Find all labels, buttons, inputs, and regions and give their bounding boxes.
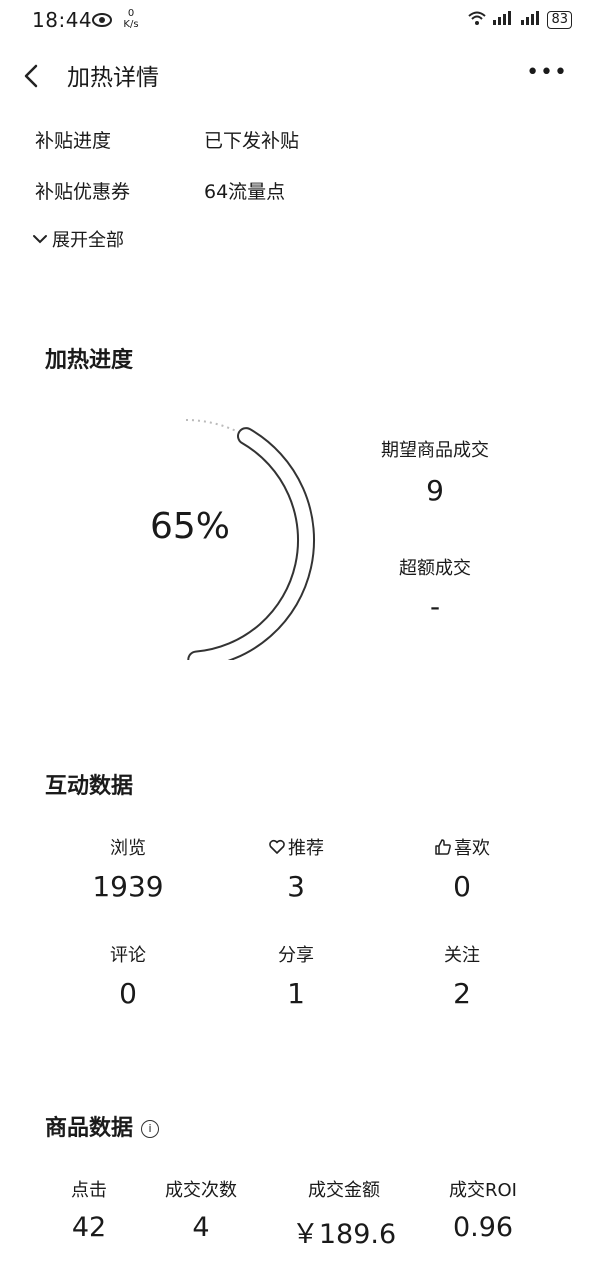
thumbs-up-icon (435, 839, 451, 855)
clicks-value: 42 (71, 1212, 107, 1243)
page-title: 加热详情 (67, 65, 159, 91)
chevron-down-icon (33, 235, 47, 244)
subsidy-progress-value: 已下发补贴 (204, 130, 300, 152)
deal-amount-value: ￥189.6 (291, 1219, 397, 1250)
deal-count-value: 4 (192, 1212, 210, 1243)
ring-progress-inner (189, 429, 314, 667)
shares-label: 分享 (278, 945, 314, 966)
signal-icon (491, 10, 515, 29)
views-value: 1939 (92, 870, 164, 903)
wifi-icon (467, 10, 487, 29)
more-button[interactable]: ••• (526, 60, 568, 85)
deal-roi-label: 成交ROI (449, 1180, 517, 1201)
recommend-label-wrap: 推荐 (221, 834, 371, 860)
like-label: 喜欢 (454, 838, 490, 859)
shares-value: 1 (287, 977, 305, 1010)
clicks-label: 点击 (71, 1180, 107, 1201)
network-speed: 0 K/s (123, 8, 139, 30)
follows-label: 关注 (444, 945, 480, 966)
status-time: 18:44 (32, 8, 93, 32)
status-icons: 83 (467, 10, 572, 29)
progress-percent: 65% (150, 506, 231, 547)
like-value: 0 (453, 870, 471, 903)
excess-deals-value: - (429, 590, 441, 623)
heat-progress-title: 加热进度 (45, 348, 134, 373)
product-data-title-text: 商品数据 (45, 1116, 134, 1141)
subsidy-coupon-value: 64流量点 (204, 181, 286, 203)
interaction-title: 互动数据 (45, 774, 134, 799)
comments-value: 0 (119, 977, 137, 1010)
follows-value: 2 (453, 977, 471, 1010)
back-button[interactable] (18, 60, 46, 92)
deal-amount-label: 成交金额 (308, 1180, 380, 1201)
deal-roi-value: 0.96 (452, 1212, 514, 1243)
expected-deals-value: 9 (426, 474, 444, 507)
subsidy-coupon-label: 补贴优惠券 (35, 181, 131, 203)
product-data-title: 商品数据 i (45, 1110, 160, 1142)
excess-deals-label: 超额成交 (399, 558, 471, 579)
signal-icon-2 (519, 10, 543, 29)
info-icon[interactable]: i (141, 1120, 160, 1138)
views-label: 浏览 (110, 838, 146, 859)
recommend-label: 推荐 (288, 838, 324, 859)
like-label-wrap: 喜欢 (387, 834, 537, 860)
chevron-left-icon (24, 64, 38, 88)
eye-icon (92, 12, 112, 31)
expected-deals-label: 期望商品成交 (381, 440, 489, 461)
heart-icon (269, 839, 285, 854)
progress-ring (78, 410, 318, 669)
recommend-value: 3 (287, 870, 305, 903)
comments-label: 评论 (110, 945, 146, 966)
expand-all-button[interactable]: 展开全部 (32, 226, 124, 252)
battery-indicator: 83 (547, 10, 572, 29)
deal-count-label: 成交次数 (165, 1180, 237, 1201)
expand-all-label: 展开全部 (52, 230, 124, 251)
subsidy-progress-label: 补贴进度 (35, 130, 112, 152)
